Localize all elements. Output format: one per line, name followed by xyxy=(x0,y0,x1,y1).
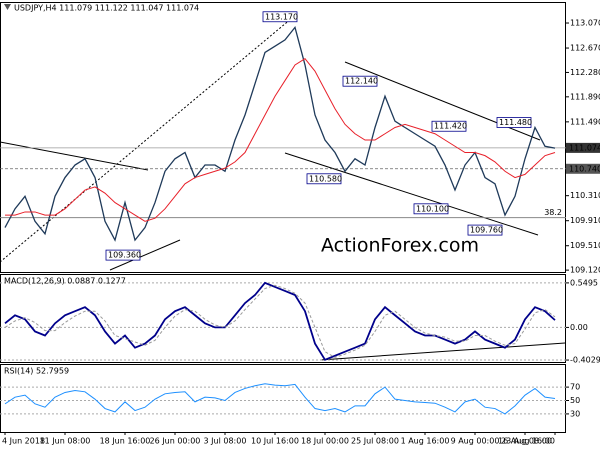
x-tick-label: 1 Aug 16:00 xyxy=(401,437,450,446)
macd-frame xyxy=(0,274,566,363)
x-tick-label: 23 Aug 16:00 xyxy=(501,437,555,446)
menu-icon xyxy=(4,4,11,10)
price-annotation-box xyxy=(306,173,342,185)
price-annotation-box xyxy=(496,117,532,128)
x-tick-label: 25 Jul 08:00 xyxy=(351,437,399,446)
y-tick-label: 110.310 xyxy=(570,191,600,200)
x-tick-label: 18 Jun 16:00 xyxy=(100,437,151,446)
y-tick-label: -0.4029 xyxy=(570,356,600,365)
y-tick-label: 111.890 xyxy=(570,92,600,101)
price-annotation: 111.420 xyxy=(434,122,467,131)
series-line xyxy=(4,383,556,415)
price-annotation-box xyxy=(262,11,298,23)
x-tick-label: 10 Jul 16:00 xyxy=(251,437,299,446)
y-tick-label: 70 xyxy=(570,383,580,392)
chart-title: USDJPY,H4 111.079 111.122 111.047 111.07… xyxy=(14,4,199,13)
macd-trendline xyxy=(319,342,566,361)
y-tick-label: 112.280 xyxy=(570,68,600,77)
price-annotation: 110.580 xyxy=(309,174,342,183)
y-tick-label: 113.070 xyxy=(570,19,600,28)
y-tick-label: 109.510 xyxy=(570,241,600,250)
series-line xyxy=(4,284,556,358)
macd-title: MACD(12,26,9) 0.0887 0.1277 xyxy=(4,277,126,286)
main-frame xyxy=(0,2,566,273)
trendline xyxy=(284,152,539,236)
price-level-box xyxy=(566,163,600,174)
y-tick-label: 109.120 xyxy=(570,266,600,275)
price-level-label: 111.074 xyxy=(569,143,600,152)
x-tick-label: 11 Jun 08:00 xyxy=(40,437,91,446)
y-tick-label: 0.5495 xyxy=(570,278,598,287)
trendline xyxy=(0,141,149,171)
series-line xyxy=(4,25,556,242)
y-tick-label: 50 xyxy=(570,396,580,405)
y-tick-label: 0.00 xyxy=(570,323,588,332)
x-tick-label: 9 Aug 00:00 xyxy=(451,437,500,446)
trendline-dotted xyxy=(0,17,293,263)
price-annotation-box xyxy=(105,249,141,261)
trendlines xyxy=(0,17,566,361)
price-annotation-box xyxy=(342,75,378,87)
price-annotation-box xyxy=(431,120,467,132)
panel-frames xyxy=(0,2,566,433)
x-tick-label: 18 Jul 00:00 xyxy=(301,437,349,446)
price-level-box xyxy=(566,142,600,153)
price-annotation: 111.480 xyxy=(499,118,532,127)
rsi-title: RSI(14) 52.7959 xyxy=(4,367,69,376)
x-tick-label: 4 Jun 2018 xyxy=(2,437,45,446)
price-annotation: 109.360 xyxy=(108,251,141,260)
y-tick-label: 30 xyxy=(570,409,580,418)
fib-label: 38.2 xyxy=(544,208,562,217)
price-level-label: 110.740 xyxy=(569,164,600,173)
price-annotation: 110.100 xyxy=(416,204,449,213)
y-tick-label: 109.910 xyxy=(570,216,600,225)
trendline xyxy=(109,239,181,271)
price-annotation-box xyxy=(467,224,503,236)
y-tick-label: 111.490 xyxy=(570,117,600,126)
x-tick-label: 3 Jul 08:00 xyxy=(204,437,247,446)
x-tick-label: 16 Aug 08:00 xyxy=(498,437,552,446)
price-annotation: 112.140 xyxy=(345,77,378,86)
y-tick-label: 112.670 xyxy=(570,44,600,53)
price-annotation-box xyxy=(413,203,449,215)
series-line xyxy=(5,58,556,222)
x-tick-label: 26 Jun 00:00 xyxy=(150,437,201,446)
price-annotation: 109.760 xyxy=(470,226,503,235)
rsi-frame xyxy=(0,364,566,433)
price-annotation: 113.170 xyxy=(265,12,298,21)
series-line xyxy=(4,281,556,361)
watermark: ActionForex.com xyxy=(321,235,479,257)
